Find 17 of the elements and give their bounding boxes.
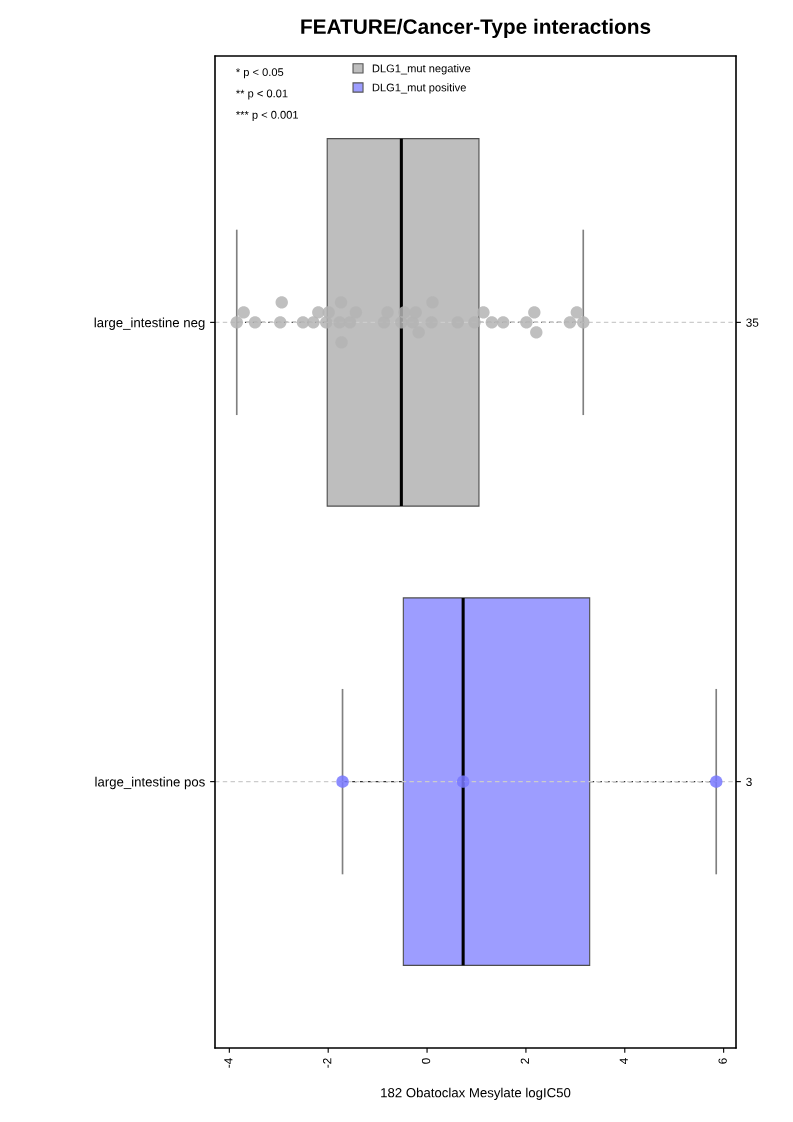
y2-tick-label: 35	[746, 318, 759, 327]
x-tick-label: 4	[619, 1058, 628, 1065]
annotation: ** p < 0.01	[236, 89, 288, 100]
x-tick-label: 6	[718, 1058, 727, 1064]
annotation: *** p < 0.001	[236, 110, 298, 121]
y-tick-label: large_intestine neg	[94, 317, 205, 330]
legend-label: DLG1_mut positive	[372, 83, 466, 94]
x-tick-label: 2	[520, 1058, 529, 1064]
x-axis-title: 182 Obatoclax Mesylate logIC50	[381, 1087, 571, 1100]
y-tick-label: large_intestine pos	[95, 776, 205, 790]
y2-tick-label: 3	[746, 777, 752, 787]
legend-label: DLG1_mut negative	[372, 64, 471, 75]
x-tick-label: -4	[224, 1058, 233, 1068]
x-tick-label: -2	[323, 1058, 332, 1068]
x-tick-label: 0	[421, 1058, 431, 1064]
chart-title: FEATURE/Cancer-Type interactions	[301, 18, 651, 39]
annotation: * p < 0.05	[236, 68, 284, 79]
